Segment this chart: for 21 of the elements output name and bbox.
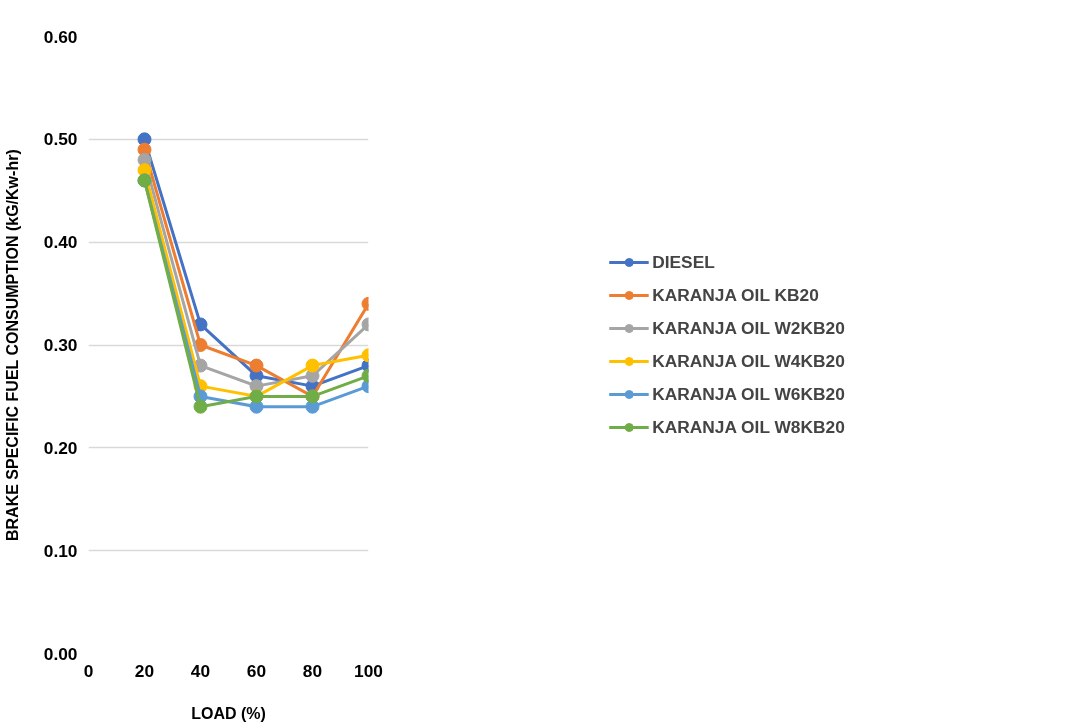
- y-tick-label: 0.00: [43, 643, 78, 664]
- legend-label: KARANJA OIL W2KB20: [652, 317, 845, 339]
- legend-label: DIESEL: [652, 251, 715, 273]
- x-tick-label: 60: [246, 660, 267, 681]
- legend-label: KARANJA OIL W4KB20: [652, 350, 845, 372]
- y-tick-label: 0.60: [43, 26, 78, 47]
- x-tick-label: 20: [134, 660, 155, 681]
- y-tick-label: 0.10: [43, 540, 78, 561]
- legend-label: KARANJA OIL KB20: [652, 284, 819, 306]
- y-axis-title: BRAKE SPECIFIC FUEL CONSUMPTION (kG/Kw-hr): [3, 149, 21, 541]
- x-tick-label: 0: [83, 660, 94, 681]
- x-tick-label: 80: [302, 660, 323, 681]
- y-tick-label: 0.30: [43, 335, 78, 355]
- y-tick-label: 0.40: [43, 232, 78, 253]
- y-tick-label: 0.50: [43, 129, 78, 150]
- x-tick-label: 40: [190, 660, 211, 681]
- y-tick-label: 0.20: [43, 437, 78, 458]
- x-tick-label: 100: [354, 660, 383, 681]
- x-axis-title: LOAD (%): [191, 704, 266, 722]
- legend-label: KARANJA OIL W6KB20: [652, 383, 845, 405]
- legend-label: KARANJA OIL W8KB20: [652, 416, 845, 438]
